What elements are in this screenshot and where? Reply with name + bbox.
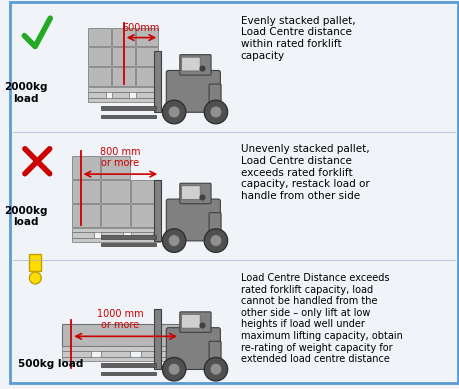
Bar xyxy=(131,233,153,238)
Bar xyxy=(154,51,160,112)
Text: 2000kg
load: 2000kg load xyxy=(4,82,47,104)
Bar xyxy=(140,351,170,357)
Bar xyxy=(130,204,159,226)
Bar xyxy=(130,180,159,203)
Bar xyxy=(29,254,41,271)
FancyBboxPatch shape xyxy=(166,70,220,112)
Bar xyxy=(135,47,158,66)
Bar xyxy=(62,324,179,346)
Circle shape xyxy=(162,357,185,381)
Text: 600mm: 600mm xyxy=(123,23,160,33)
FancyBboxPatch shape xyxy=(209,213,221,238)
Bar xyxy=(72,156,100,179)
Circle shape xyxy=(204,229,227,252)
Bar xyxy=(101,351,130,357)
Bar xyxy=(62,351,91,357)
Bar xyxy=(88,28,111,47)
Bar xyxy=(101,372,156,375)
FancyBboxPatch shape xyxy=(179,183,211,204)
Bar xyxy=(112,92,129,98)
Circle shape xyxy=(210,106,221,118)
Bar xyxy=(101,204,129,226)
Circle shape xyxy=(210,363,221,375)
FancyBboxPatch shape xyxy=(181,314,200,328)
Circle shape xyxy=(168,235,179,247)
Circle shape xyxy=(168,363,179,375)
Bar xyxy=(88,92,106,98)
FancyBboxPatch shape xyxy=(209,84,221,110)
Bar xyxy=(88,47,111,66)
Bar xyxy=(101,243,156,247)
Text: 800 mm
or more: 800 mm or more xyxy=(100,147,140,168)
Circle shape xyxy=(162,229,185,252)
Text: Unevenly stacked pallet,
Load Centre distance
exceeds rated forklift
capacity, r: Unevenly stacked pallet, Load Centre dis… xyxy=(240,144,369,201)
Circle shape xyxy=(204,357,227,381)
Circle shape xyxy=(29,272,41,284)
Bar xyxy=(101,106,156,110)
Bar xyxy=(88,87,159,92)
FancyBboxPatch shape xyxy=(181,57,200,71)
Circle shape xyxy=(168,106,179,118)
Bar xyxy=(101,156,129,179)
Text: 1000 mm
or more: 1000 mm or more xyxy=(96,309,143,330)
Bar xyxy=(135,28,158,47)
Bar xyxy=(62,357,179,361)
FancyBboxPatch shape xyxy=(10,2,457,383)
FancyBboxPatch shape xyxy=(209,341,221,367)
Text: 500kg load: 500kg load xyxy=(17,359,83,369)
Bar xyxy=(135,92,153,98)
Bar xyxy=(135,67,158,86)
Text: 2000kg
load: 2000kg load xyxy=(4,206,47,227)
Bar xyxy=(72,233,94,238)
Text: Evenly stacked pallet,
Load Centre distance
within rated forklift
capacity: Evenly stacked pallet, Load Centre dista… xyxy=(240,16,355,61)
Bar xyxy=(72,180,100,203)
Bar xyxy=(112,67,134,86)
FancyBboxPatch shape xyxy=(179,312,211,332)
Bar xyxy=(88,98,159,102)
Bar xyxy=(101,233,123,238)
Text: Load Centre Distance exceeds
rated forklift capacity, load
cannot be handled fro: Load Centre Distance exceeds rated forkl… xyxy=(240,273,402,364)
Circle shape xyxy=(204,100,227,124)
Bar xyxy=(72,228,160,233)
Bar xyxy=(101,235,156,239)
Bar xyxy=(154,180,160,240)
Bar xyxy=(112,47,134,66)
Bar xyxy=(62,346,179,351)
Bar xyxy=(101,180,129,203)
Bar xyxy=(72,238,160,242)
Bar xyxy=(112,28,134,47)
Circle shape xyxy=(210,235,221,247)
Bar xyxy=(101,363,156,368)
FancyBboxPatch shape xyxy=(166,328,220,370)
FancyBboxPatch shape xyxy=(179,55,211,75)
Bar xyxy=(154,308,160,369)
FancyBboxPatch shape xyxy=(181,186,200,200)
Bar xyxy=(101,114,156,118)
FancyBboxPatch shape xyxy=(166,199,220,241)
Bar xyxy=(88,67,111,86)
Bar xyxy=(72,204,100,226)
Circle shape xyxy=(162,100,185,124)
